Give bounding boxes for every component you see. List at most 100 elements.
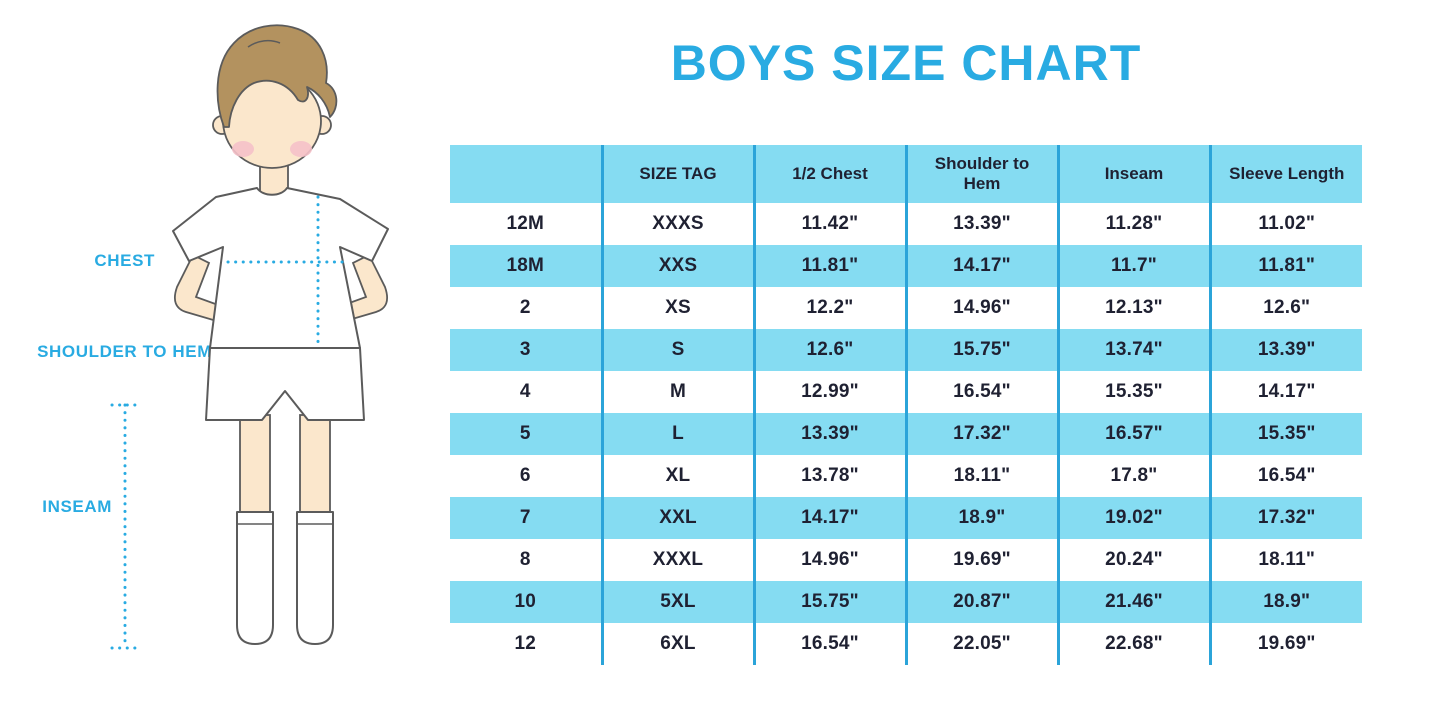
size-cell: 6 (519, 465, 531, 486)
measure-cell: 14.17" (1208, 371, 1362, 413)
measure-cell: 16.57" (1056, 413, 1210, 455)
size-cell: 7 (450, 497, 602, 539)
measure-cell: 13.39" (1208, 329, 1362, 371)
leg-right (299, 414, 331, 516)
measure-cell: M (600, 371, 754, 413)
table-row: 12M XXXS 11.42" 13.39" 11.28" 11.02" (450, 203, 1362, 245)
measure-cell: XXS (600, 245, 754, 287)
table-row: 4 M 12.99" 16.54" 15.35" 14.17" (450, 371, 1362, 413)
measure-cell: 15.35" (1208, 413, 1362, 455)
measure-cell: XXXL (600, 539, 754, 581)
header-shoulder-to-hem: Shoulder to Hem (904, 145, 1058, 203)
measure-cell: 19.69" (904, 539, 1058, 581)
measure-cell: XL (600, 455, 754, 497)
hair (216, 24, 338, 128)
chest-label: CHEST (94, 251, 155, 270)
measure-cell: 11.02" (1208, 203, 1362, 245)
measure-cell: 12.2" (752, 287, 906, 329)
size-cell: 2 (519, 297, 531, 318)
table-header-row: SIZE TAG 1/2 Chest Shoulder to Hem Insea… (450, 145, 1362, 203)
size-cell: 5 (450, 413, 602, 455)
leg-left (239, 414, 271, 516)
measure-cell: 14.17" (904, 245, 1058, 287)
hair-strand (247, 39, 281, 48)
measure-cell: 11.28" (1056, 203, 1210, 245)
table-row: 12 6XL 16.54" 22.05" 22.68" 19.69" (450, 623, 1362, 665)
measure-cell: XS (600, 287, 754, 329)
measure-cell: 19.02" (1056, 497, 1210, 539)
measure-cell: 13.78" (752, 455, 906, 497)
measure-cell: 14.96" (752, 539, 906, 581)
measure-cell: 16.54" (1208, 455, 1362, 497)
size-cell: 12 (514, 633, 537, 654)
measure-cell: 11.81" (752, 245, 906, 287)
blush-right (290, 141, 312, 157)
table-row: 2 XS 12.2" 14.96" 12.13" 12.6" (450, 287, 1362, 329)
measure-cell: 21.46" (1056, 581, 1210, 623)
sock-left (236, 511, 274, 645)
table-row: 18M XXS 11.81" 14.17" 11.7" 11.81" (450, 245, 1362, 287)
table-row: 5 L 13.39" 17.32" 16.57" 15.35" (450, 413, 1362, 455)
measure-cell: 16.54" (752, 623, 906, 665)
header-inseam: Inseam (1056, 145, 1210, 203)
measure-cell: 13.74" (1056, 329, 1210, 371)
table-row: 7 XXL 14.17" 18.9" 19.02" 17.32" (450, 497, 1362, 539)
inseam-label: INSEAM (42, 497, 112, 516)
size-cell: 4 (519, 381, 531, 402)
size-cell: 3 (450, 329, 602, 371)
measure-cell: 12.6" (1208, 287, 1362, 329)
measure-cell: 17.8" (1056, 455, 1210, 497)
measure-cell: 22.05" (904, 623, 1058, 665)
measure-cell: 18.11" (1208, 539, 1362, 581)
measure-cell: S (600, 329, 754, 371)
size-cell: 18M (450, 245, 602, 287)
size-table-container: SIZE TAG 1/2 Chest Shoulder to Hem Insea… (450, 145, 1362, 665)
measure-cell: 19.69" (1208, 623, 1362, 665)
shoulder-to-hem-label: SHOULDER TO HEM (37, 342, 212, 361)
measure-cell: 12.6" (752, 329, 906, 371)
table-row: 6 XL 13.78" 18.11" 17.8" 16.54" (450, 455, 1362, 497)
measure-cell: 15.75" (752, 581, 906, 623)
size-cell: 10 (450, 581, 602, 623)
measure-cell: 17.32" (1208, 497, 1362, 539)
table-row: 8 XXXL 14.96" 19.69" 20.24" 18.11" (450, 539, 1362, 581)
measure-cell: 18.11" (904, 455, 1058, 497)
measure-cell: 20.87" (904, 581, 1058, 623)
page-title: BOYS SIZE CHART (670, 35, 1142, 91)
measure-cell: 18.9" (904, 497, 1058, 539)
measure-cell: XXXS (600, 203, 754, 245)
sock-right (296, 511, 334, 645)
measure-cell: 11.7" (1056, 245, 1210, 287)
size-table: SIZE TAG 1/2 Chest Shoulder to Hem Insea… (450, 145, 1362, 665)
header-sleeve-length: Sleeve Length (1208, 145, 1362, 203)
measure-cell: 22.68" (1056, 623, 1210, 665)
measure-cell: 14.17" (752, 497, 906, 539)
measure-cell: L (600, 413, 754, 455)
measure-cell: 12.99" (752, 371, 906, 413)
measure-cell: 20.24" (1056, 539, 1210, 581)
measure-cell: XXL (600, 497, 754, 539)
size-cell: 12M (506, 213, 545, 234)
measure-cell: 12.13" (1056, 287, 1210, 329)
measure-cell: 13.39" (904, 203, 1058, 245)
table-row: 3 S 12.6" 15.75" 13.74" 13.39" (450, 329, 1362, 371)
boy-measurement-illustration (110, 24, 389, 650)
shorts (205, 347, 365, 421)
blush-left (232, 141, 254, 157)
header-size-tag: SIZE TAG (600, 145, 754, 203)
size-cell: 8 (519, 549, 531, 570)
measure-cell: 15.75" (904, 329, 1058, 371)
header-half-chest: 1/2 Chest (752, 145, 906, 203)
measure-cell: 18.9" (1208, 581, 1362, 623)
measure-cell: 14.96" (904, 287, 1058, 329)
measure-cell: 5XL (600, 581, 754, 623)
measure-cell: 16.54" (904, 371, 1058, 413)
header-size (450, 145, 602, 203)
measure-cell: 6XL (600, 623, 754, 665)
measure-cell: 11.81" (1208, 245, 1362, 287)
table-row: 10 5XL 15.75" 20.87" 21.46" 18.9" (450, 581, 1362, 623)
measure-cell: 13.39" (752, 413, 906, 455)
tshirt (172, 187, 389, 349)
measure-cell: 17.32" (904, 413, 1058, 455)
